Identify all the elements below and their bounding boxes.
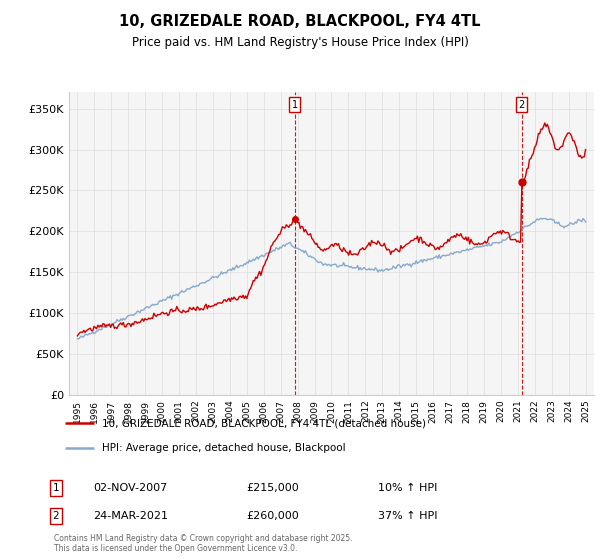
- Text: 10, GRIZEDALE ROAD, BLACKPOOL, FY4 4TL (detached house): 10, GRIZEDALE ROAD, BLACKPOOL, FY4 4TL (…: [103, 418, 427, 428]
- Text: HPI: Average price, detached house, Blackpool: HPI: Average price, detached house, Blac…: [103, 442, 346, 452]
- Text: 2: 2: [52, 511, 59, 521]
- Text: 02-NOV-2007: 02-NOV-2007: [93, 483, 167, 493]
- Text: Price paid vs. HM Land Registry's House Price Index (HPI): Price paid vs. HM Land Registry's House …: [131, 36, 469, 49]
- Text: Contains HM Land Registry data © Crown copyright and database right 2025.
This d: Contains HM Land Registry data © Crown c…: [54, 534, 353, 553]
- Text: 2: 2: [518, 100, 524, 110]
- Text: £260,000: £260,000: [246, 511, 299, 521]
- Text: 10% ↑ HPI: 10% ↑ HPI: [378, 483, 437, 493]
- Text: 1: 1: [52, 483, 59, 493]
- Text: 24-MAR-2021: 24-MAR-2021: [93, 511, 168, 521]
- Text: £215,000: £215,000: [246, 483, 299, 493]
- Text: 10, GRIZEDALE ROAD, BLACKPOOL, FY4 4TL: 10, GRIZEDALE ROAD, BLACKPOOL, FY4 4TL: [119, 14, 481, 29]
- Text: 37% ↑ HPI: 37% ↑ HPI: [378, 511, 437, 521]
- Text: 1: 1: [292, 100, 298, 110]
